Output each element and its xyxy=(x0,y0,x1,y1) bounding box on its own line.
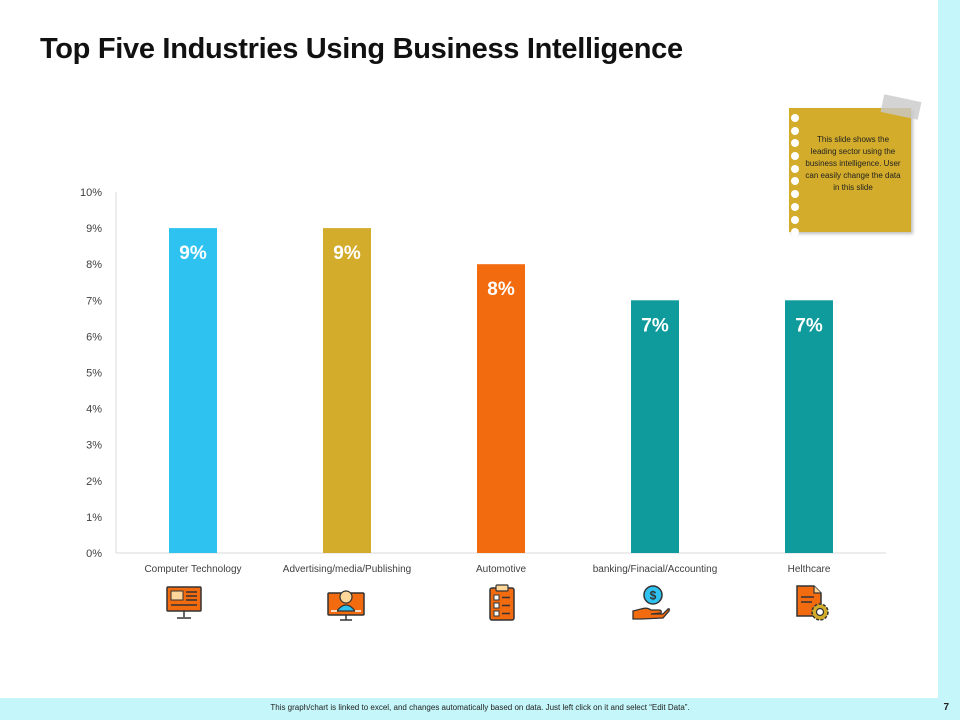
right-accent-strip xyxy=(938,0,960,720)
note-binding-holes xyxy=(791,114,800,241)
bar xyxy=(169,228,217,553)
y-tick-label: 0% xyxy=(86,548,102,560)
sticky-note: This slide shows the leading sector usin… xyxy=(789,108,911,237)
bar xyxy=(477,264,525,553)
bar xyxy=(631,300,679,553)
footer-bar: This graph/chart is linked to excel, and… xyxy=(0,698,960,720)
data-label: 8% xyxy=(487,279,515,300)
y-tick-label: 9% xyxy=(86,223,102,235)
data-label: 7% xyxy=(641,315,669,336)
y-tick-label: 5% xyxy=(86,368,102,380)
y-tick-label: 4% xyxy=(86,404,102,416)
y-tick-label: 10% xyxy=(80,187,102,199)
footer-note: This graph/chart is linked to excel, and… xyxy=(270,703,690,712)
x-tick-label: Advertising/media/Publishing xyxy=(283,564,411,575)
money-hand-icon: $ xyxy=(632,585,670,620)
presenter-icon xyxy=(327,590,365,621)
page-number: 7 xyxy=(943,702,949,713)
y-tick-label: 7% xyxy=(86,295,102,307)
bar xyxy=(785,300,833,553)
data-label: 9% xyxy=(179,243,207,264)
x-tick-label: Computer Technology xyxy=(144,564,241,575)
bar xyxy=(323,228,371,553)
svg-text:$: $ xyxy=(650,589,657,603)
y-tick-label: 2% xyxy=(86,476,102,488)
data-label: 9% xyxy=(333,243,361,264)
x-tick-label: Helthcare xyxy=(788,564,831,575)
x-tick-label: Automotive xyxy=(476,564,526,575)
checklist-icon xyxy=(489,584,515,621)
y-tick-label: 3% xyxy=(86,440,102,452)
slide-title: Top Five Industries Using Business Intel… xyxy=(40,33,683,65)
y-tick-label: 6% xyxy=(86,331,102,343)
computer-icon xyxy=(166,586,202,619)
x-tick-label: banking/Finacial/Accounting xyxy=(593,564,718,575)
note-text: This slide shows the leading sector usin… xyxy=(805,135,901,192)
document-gear-icon xyxy=(796,585,829,621)
y-tick-label: 1% xyxy=(86,512,102,524)
y-tick-label: 8% xyxy=(86,259,102,271)
bar-chart: 0% 1% 2% 3% 4% 5% 6% 7% 8% 9% 10% 9% Computer Techno… xyxy=(80,187,886,575)
data-label: 7% xyxy=(795,315,823,336)
